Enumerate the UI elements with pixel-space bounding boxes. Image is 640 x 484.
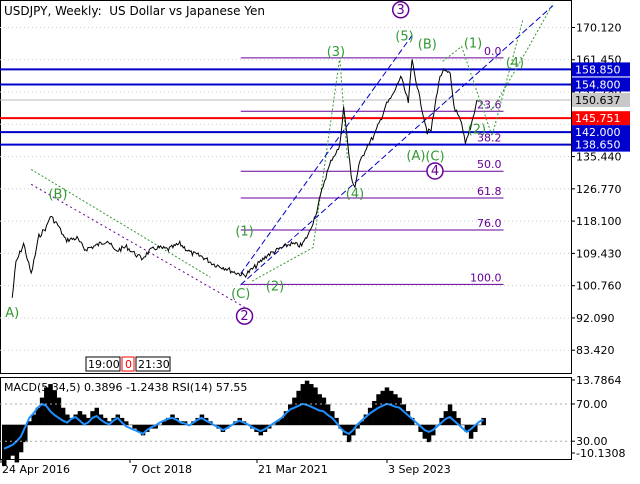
macd-bar (368, 408, 373, 425)
macd-bar (372, 401, 377, 425)
fib-level-label: 100.0 (470, 271, 502, 284)
time-label-right: 21:30 (138, 358, 170, 371)
macd-bar (389, 391, 394, 425)
wave-label: 2 (240, 309, 248, 324)
wave-label: (B) (48, 187, 67, 202)
macd-bar (448, 404, 453, 425)
fib-level-label: 61.8 (477, 185, 502, 198)
wave-label: (2) (468, 122, 486, 137)
time-tick-label: 7 Oct 2018 (131, 463, 192, 476)
price-axis: 170.120161.450152.780144.110135.440126.7… (571, 21, 630, 357)
macd-bar (57, 398, 62, 426)
wave-label: (B) (418, 37, 437, 52)
macd-bar (309, 384, 314, 425)
time-scale-labels: 19:00 0 21:30 (86, 357, 170, 371)
macd-bar (305, 381, 310, 426)
wave-label: (1) (235, 225, 253, 240)
wave-label: (4) (346, 187, 364, 202)
macd-bar (313, 387, 318, 425)
wave-label: (5) (395, 30, 413, 45)
time-label-left: 19:00 (88, 358, 120, 371)
wave-label: (4) (506, 56, 524, 71)
price-tick-label: 170.120 (576, 21, 622, 34)
macd-bar (6, 425, 11, 459)
level-price-label: 138.650 (575, 139, 621, 152)
macd-bar (128, 425, 133, 426)
macd-bar (170, 415, 175, 426)
wave-label: (A) (406, 149, 425, 164)
macd-bar (397, 398, 402, 426)
price-tick-label: 83.420 (576, 344, 615, 357)
level-price-label: 142.000 (575, 126, 621, 139)
level-price-label: 150.637 (575, 94, 621, 107)
header-symbol: USDJPY (4, 4, 48, 18)
macd-bar (427, 425, 432, 442)
wave-label: (2) (266, 279, 284, 294)
macd-bar (10, 425, 15, 456)
macd-bar (158, 425, 163, 426)
macd-bar (288, 404, 293, 425)
time-tick-label: 21 Mar 2021 (258, 463, 328, 476)
macd-bar (52, 391, 57, 425)
macd-bar (2, 425, 7, 466)
header-timeframe: Weekly: (55, 4, 101, 18)
header-description: US Dollar vs Japanese Yen (109, 4, 265, 18)
wave-label: (C) (425, 149, 444, 164)
level-price-label: 158.850 (575, 63, 621, 76)
price-tick-label: 118.100 (576, 215, 622, 228)
fib-level-label: 0.0 (484, 45, 502, 58)
fib-level-label: 50.0 (477, 158, 502, 171)
indicator-tick-label: -10.1308 (576, 447, 625, 460)
wave-label: 3 (397, 3, 405, 18)
macd-bar (385, 387, 390, 425)
macd-bar (393, 394, 398, 425)
time-label-mid: 0 (125, 358, 132, 371)
macd-bar (61, 408, 66, 425)
wave-label: (1) (464, 37, 482, 52)
wave-label: A) (5, 306, 19, 321)
wave-label: (C) (231, 287, 250, 302)
price-tick-label: 109.430 (576, 247, 622, 260)
level-price-label: 145.751 (575, 112, 621, 125)
price-tick-label: 92.090 (576, 312, 615, 325)
wave-label: 4 (431, 164, 439, 179)
price-tick-label: 126.770 (576, 183, 622, 196)
indicator-tick-label: 13.7864 (576, 374, 622, 387)
macd-bar (132, 425, 137, 429)
macd-bar (292, 398, 297, 426)
level-price-label: 154.800 (575, 79, 621, 92)
macd-bar (481, 418, 486, 425)
time-axis: 24 Apr 2016 7 Oct 2018 21 Mar 2021 3 Sep 20… (1, 459, 451, 476)
time-tick-label: 3 Sep 2023 (388, 463, 451, 476)
macd-bar (477, 425, 482, 426)
wave-label: (3) (327, 45, 345, 60)
macd-bar (460, 425, 465, 426)
chart-header: USDJPY, Weekly: US Dollar vs Japanese Ye… (4, 4, 265, 18)
price-tick-label: 135.440 (576, 151, 622, 164)
macd-bar (381, 391, 386, 425)
indicator-label: MACD(5,34,5) 0.3896 -1.2438 RSI(14) 57.5… (4, 381, 247, 394)
indicator-tick-label: 70.00 (576, 398, 608, 411)
price-tick-label: 100.760 (576, 280, 622, 293)
time-tick-label: 24 Apr 2016 (2, 463, 70, 476)
fib-level-label: 76.0 (477, 217, 502, 230)
macd-bar (402, 404, 407, 425)
macd-bar (40, 398, 45, 426)
macd-bar (296, 391, 301, 425)
